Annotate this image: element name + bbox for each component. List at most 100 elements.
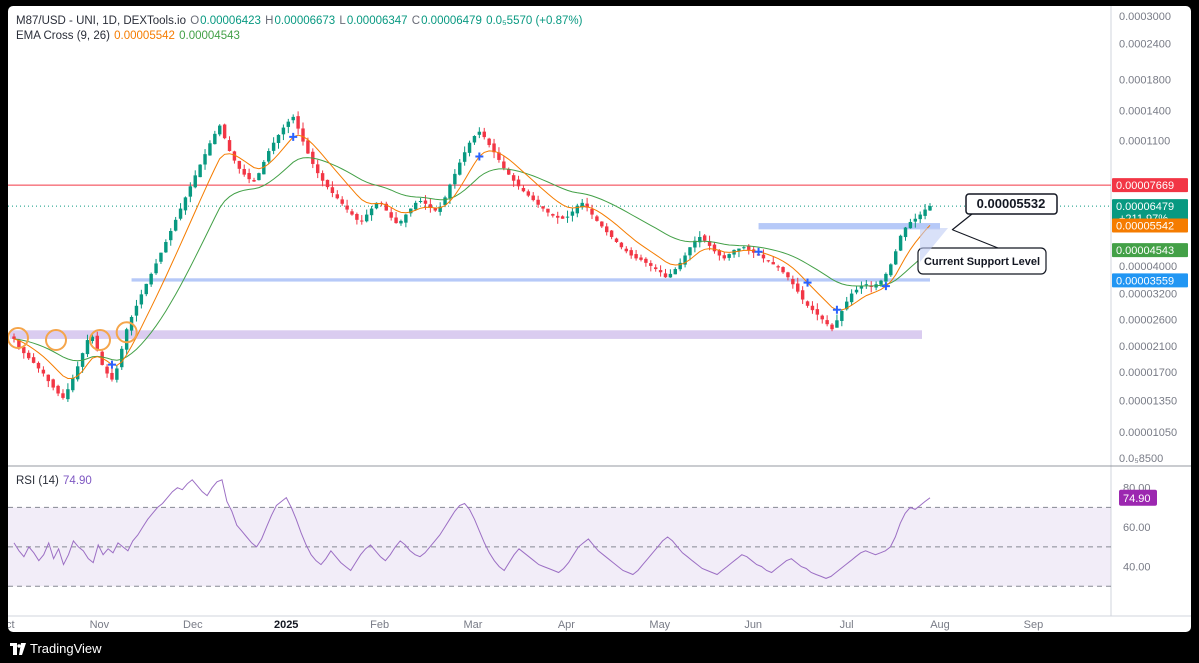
candle: [12, 333, 16, 343]
candle-body: [516, 179, 521, 187]
symbol-label[interactable]: M87/USD - UNI, 1D, DEXTools.io: [16, 15, 186, 27]
candle-body: [923, 209, 927, 216]
candle-body: [178, 208, 183, 219]
candle: [51, 378, 55, 391]
candle-body: [193, 175, 197, 188]
candle: [595, 214, 599, 222]
candle: [281, 124, 286, 141]
candle-body: [448, 184, 452, 199]
candle-body: [810, 305, 815, 311]
candle-body: [462, 152, 467, 162]
rsi-axis-label-text: 74.90: [1123, 493, 1151, 505]
price-axis-label-text: 0.00006479: [1116, 201, 1174, 213]
candle: [497, 147, 501, 163]
candle-body: [619, 242, 624, 248]
candle: [693, 236, 697, 253]
candle-body: [653, 267, 658, 270]
candle-body: [110, 372, 114, 380]
candle-body: [521, 187, 526, 192]
candle-body: [134, 305, 139, 316]
ema-cross-marker: [754, 247, 763, 256]
candle-body: [820, 315, 824, 320]
candle: [418, 197, 423, 204]
candle-body: [840, 311, 844, 321]
mid-support-zone: [131, 278, 930, 282]
callout-pointer: [951, 213, 973, 231]
price-tick-label: 0.00002100: [1119, 341, 1177, 353]
candle-body: [830, 324, 834, 330]
candle-body: [232, 151, 237, 161]
candle: [139, 289, 144, 309]
candle: [144, 283, 148, 297]
candle-body: [262, 161, 266, 175]
candle-body: [306, 140, 310, 154]
ema-legend[interactable]: EMA Cross (9, 26) 0.00005542 0.00004543: [16, 30, 241, 42]
candle: [350, 208, 354, 216]
candle: [458, 159, 462, 176]
candle-body: [291, 116, 295, 121]
candle-body: [453, 173, 457, 185]
candle-body: [796, 283, 800, 292]
candle: [46, 374, 51, 388]
candle: [639, 254, 643, 262]
candle-body: [203, 154, 207, 165]
candle: [840, 309, 844, 327]
candle-body: [394, 217, 398, 224]
ema-cross-marker: [881, 282, 890, 291]
candle: [330, 181, 335, 198]
candle-body: [399, 220, 403, 224]
candle-body: [320, 173, 325, 181]
chart-canvas[interactable]: 0.0003000 0.0002400 0.0001800 0.0001400 0.00…: [8, 6, 1191, 632]
candle: [526, 189, 531, 198]
candle: [41, 366, 46, 377]
candle: [698, 231, 702, 248]
candle-body: [85, 340, 90, 355]
candle-body: [624, 248, 629, 252]
candle-body: [458, 162, 462, 175]
candle-body: [825, 320, 829, 325]
price-axis-label-bg: [1112, 243, 1188, 258]
candle-body: [884, 273, 888, 282]
candle-body: [61, 393, 65, 398]
tradingview-logo[interactable]: TradingView: [10, 641, 102, 656]
candle-body: [90, 336, 95, 342]
close-label: C: [411, 15, 421, 27]
candle-body: [213, 133, 217, 145]
candle-body: [903, 227, 908, 238]
candle: [159, 252, 163, 265]
candle-body: [604, 226, 609, 233]
low-support-zone: [10, 330, 922, 339]
candle-body: [546, 208, 550, 213]
rsi-legend[interactable]: RSI (14) 74.90: [16, 475, 93, 487]
candle: [164, 239, 168, 253]
candle: [462, 146, 467, 166]
candle-body: [237, 160, 242, 169]
candle: [737, 248, 741, 258]
candle-body: [404, 214, 408, 223]
candle: [95, 331, 99, 352]
candle-body: [565, 216, 570, 218]
ema-label: EMA Cross (9, 26): [16, 30, 110, 42]
candle: [923, 204, 927, 220]
rsi-axis-label-bg: [1119, 489, 1157, 506]
candle-body: [889, 264, 893, 276]
candle: [222, 123, 227, 140]
axes-layer: 0.0003000 0.0002400 0.0001800 0.0001400 0.00…: [8, 6, 1191, 631]
candle-body: [771, 262, 775, 265]
ema26-value: 0.00004543: [179, 30, 240, 42]
candle: [320, 170, 325, 187]
candle: [673, 267, 677, 275]
candle-body: [845, 301, 849, 310]
price-tick-label: 0.0001400: [1119, 106, 1171, 118]
price-tick-label: 0.00001050: [1119, 427, 1177, 439]
candle: [609, 229, 614, 240]
candle-body: [683, 255, 687, 265]
time-tick-label: Jun: [744, 619, 762, 631]
candle-body: [879, 280, 883, 285]
candle: [893, 249, 898, 266]
time-tick-label: Sep: [1024, 619, 1044, 631]
candle-body: [835, 320, 839, 328]
candle: [502, 156, 506, 171]
candle-body: [252, 180, 256, 182]
candle: [796, 277, 800, 294]
